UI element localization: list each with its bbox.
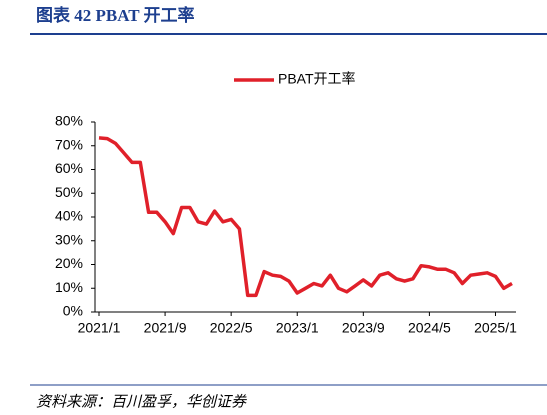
- chart-title: 图表 42 PBAT 开工率: [36, 5, 195, 25]
- x-tick-label: 2025/1: [474, 320, 517, 336]
- series-line: [98, 136, 513, 298]
- x-tick-label: 2021/1: [78, 320, 121, 336]
- x-tick-label: 2023/9: [342, 320, 385, 336]
- legend-label: PBAT开工率: [278, 71, 356, 87]
- x-tick-label: 2023/1: [276, 320, 319, 336]
- y-tick-label: 10%: [55, 279, 83, 295]
- y-tick-label: 30%: [55, 231, 83, 247]
- x-tick-label: 2024/5: [408, 320, 451, 336]
- y-tick-label: 70%: [55, 136, 83, 152]
- source: 资料来源：百川盈孚，华创证券: [36, 393, 247, 410]
- y-tick-label: 40%: [55, 208, 83, 224]
- x-tick-label: 2021/9: [144, 320, 187, 336]
- y-tick-label: 60%: [55, 160, 83, 176]
- y-tick-label: 0%: [63, 303, 83, 319]
- y-tick-label: 50%: [55, 184, 83, 200]
- y-tick-label: 80%: [55, 113, 83, 129]
- y-tick-label: 20%: [55, 255, 83, 271]
- x-tick-label: 2022/5: [210, 320, 253, 336]
